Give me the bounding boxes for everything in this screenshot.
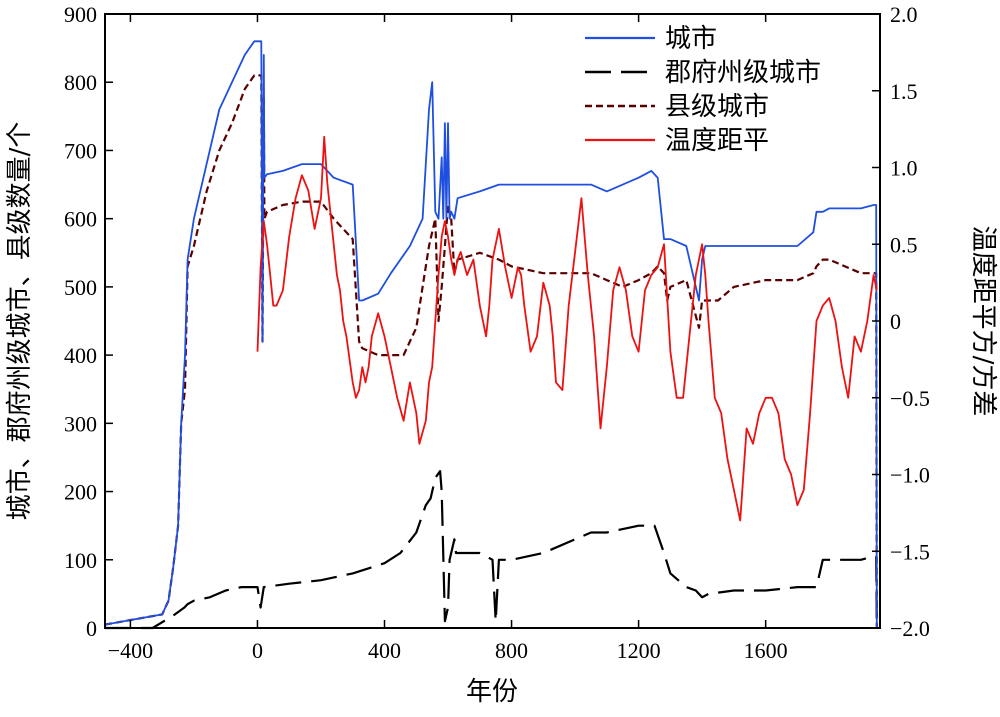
y-right-tick-label: −2.0 — [890, 616, 930, 641]
y-right-axis-title: 温度距平方/方差 — [968, 226, 998, 417]
series-line-1 — [105, 470, 878, 630]
x-tick-label: 0 — [252, 638, 263, 663]
y-left-tick-label: 300 — [64, 411, 97, 436]
y-right-tick-label: 0 — [890, 309, 901, 334]
y-left-tick-label: 200 — [64, 480, 97, 505]
y-left-tick-label: 800 — [64, 70, 97, 95]
legend-label-1: 郡府州级城市 — [665, 58, 821, 88]
y-right-tick-label: −1.0 — [890, 463, 930, 488]
y-left-tick-label: 100 — [64, 548, 97, 573]
x-tick-label: 400 — [368, 638, 401, 663]
y-right-tick-label: −0.5 — [890, 386, 930, 411]
y-right-tick-label: 0.5 — [890, 232, 918, 257]
series-line-3 — [256, 135, 878, 522]
x-tick-label: −400 — [108, 638, 153, 663]
x-tick-label: 1200 — [617, 638, 661, 663]
y-left-tick-label: 400 — [64, 343, 97, 368]
series-line-2 — [104, 74, 878, 629]
y-left-axis-title: 城市、郡府州级城市、县级数量/个 — [5, 122, 35, 521]
y-left-tick-label: 900 — [64, 2, 97, 27]
y-right-tick-label: 1.0 — [890, 156, 918, 181]
x-tick-label: 1600 — [744, 638, 788, 663]
x-axis-title: 年份 — [466, 677, 518, 707]
y-left-tick-label: 0 — [86, 616, 97, 641]
legend-label-3: 温度距平 — [665, 126, 769, 156]
x-tick-label: 800 — [495, 638, 528, 663]
y-right-tick-label: −1.5 — [890, 539, 930, 564]
y-left-tick-label: 500 — [64, 275, 97, 300]
series-line-0 — [104, 40, 878, 629]
tick-layer: −400 0 400 800 1200 1600 0 100 200 300 400 500 600 70… — [64, 2, 930, 663]
y-left-tick-label: 600 — [64, 207, 97, 232]
legend-label-0: 城市 — [665, 24, 717, 54]
series-layer — [104, 40, 878, 630]
y-right-tick-label: 2.0 — [890, 2, 918, 27]
y-left-tick-label: 700 — [64, 138, 97, 163]
y-right-tick-label: 1.5 — [890, 79, 918, 104]
legend-label-2: 县级城市 — [665, 92, 769, 122]
